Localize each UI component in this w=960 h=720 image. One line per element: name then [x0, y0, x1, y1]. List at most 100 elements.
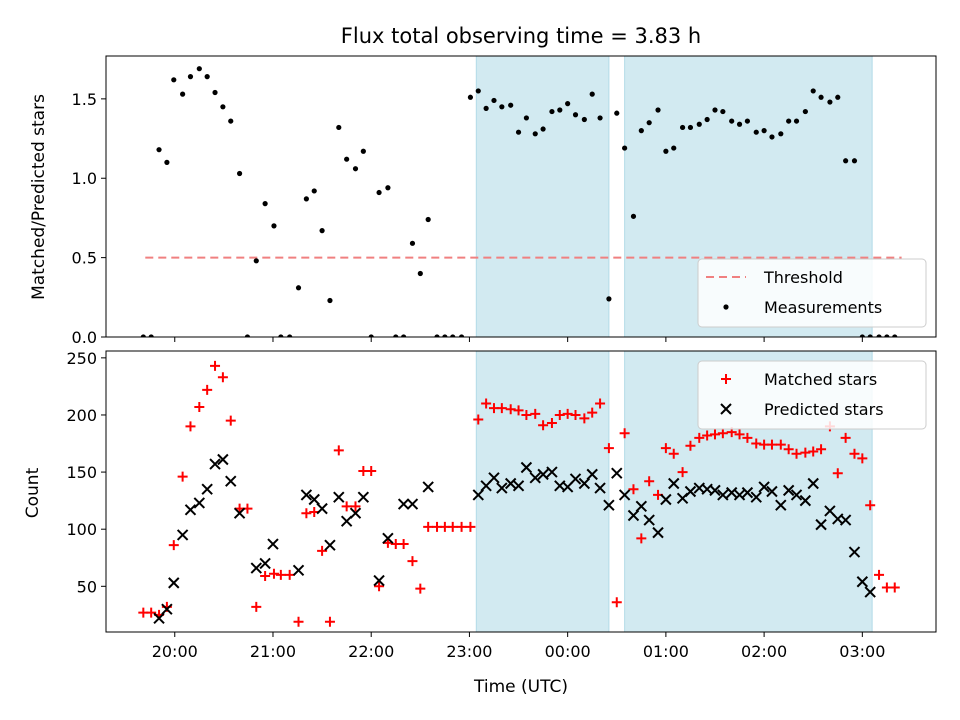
bottom-ylabel: Count	[23, 467, 43, 518]
legend-label: Threshold	[763, 268, 843, 287]
x-tick-label: 01:00	[643, 642, 689, 661]
measurement-point	[876, 334, 882, 337]
predicted-point	[807, 477, 819, 490]
predicted-point	[504, 477, 517, 490]
measurement-point	[352, 166, 359, 172]
x-tick-label: 00:00	[545, 642, 591, 661]
matched-point	[857, 453, 868, 464]
y-tick-label: 1.5	[72, 90, 97, 109]
legend-box	[697, 360, 927, 430]
measurement-point	[515, 129, 522, 135]
matched-point	[570, 409, 581, 420]
measurement-point	[401, 334, 407, 337]
measurement-point	[793, 118, 800, 124]
measurement-point	[614, 110, 620, 116]
predicted-point	[684, 485, 697, 498]
measurement-point	[778, 131, 784, 137]
measurement-point	[303, 196, 309, 202]
measurement-point	[244, 334, 251, 337]
matched-point	[865, 500, 876, 511]
matched-point	[146, 607, 157, 618]
matched-point	[889, 582, 900, 593]
predicted-point	[373, 574, 385, 587]
predicted-point	[267, 538, 279, 550]
measurement-point	[187, 74, 194, 80]
predicted-point	[848, 546, 861, 558]
legend-box	[697, 258, 927, 328]
measurement-point	[228, 118, 234, 124]
matched-point	[808, 446, 819, 457]
measurement-point	[376, 189, 382, 196]
measurement-point	[491, 97, 497, 104]
predicted-point	[725, 486, 738, 499]
predicted-point	[856, 576, 869, 588]
measurement-point	[148, 334, 154, 337]
legend-matched-swatch	[721, 374, 731, 384]
matched-point	[791, 448, 802, 459]
predicted-point	[488, 472, 500, 484]
predicted-point	[578, 477, 591, 490]
predicted-point	[184, 504, 197, 516]
y-tick-label: 100	[66, 520, 97, 539]
measurement-point	[156, 147, 162, 153]
matched-point	[333, 445, 344, 456]
predicted-point	[775, 499, 787, 511]
matched-point	[513, 405, 524, 416]
predicted-point	[472, 489, 484, 501]
predicted-point	[382, 532, 394, 545]
matched-point	[374, 581, 385, 592]
matched-point	[660, 443, 671, 454]
measurement-point	[262, 201, 268, 207]
predicted-point	[635, 500, 648, 513]
matched-point	[415, 583, 426, 594]
y-tick-label: 0.5	[72, 249, 97, 268]
predicted-point	[422, 481, 434, 493]
measurement-point	[336, 124, 342, 131]
measurement-point	[540, 126, 546, 132]
matched-point	[709, 429, 720, 440]
matched-point	[619, 428, 630, 439]
plot-area	[138, 360, 900, 627]
measurement-point	[360, 148, 366, 154]
matched-point	[260, 571, 271, 582]
measurement-point	[212, 89, 218, 96]
measurement-point	[385, 185, 391, 191]
measurement-point	[753, 129, 759, 135]
matched-point	[742, 432, 753, 443]
predicted-point	[618, 489, 631, 501]
measurement-point	[368, 334, 374, 337]
measurement-point	[483, 105, 489, 111]
measurement-point	[835, 94, 841, 100]
measurement-point	[295, 285, 302, 291]
matched-point	[398, 539, 409, 550]
predicted-point	[758, 481, 770, 493]
predicted-point	[496, 482, 508, 494]
measurement-point	[523, 115, 530, 121]
predicted-point	[529, 472, 541, 484]
predicted-point	[176, 529, 189, 541]
measurement-point	[729, 118, 735, 124]
measurement-point	[549, 108, 555, 115]
measurement-point	[843, 158, 849, 164]
measurement-point	[655, 107, 661, 113]
predicted-point	[750, 491, 762, 503]
measurement-point	[442, 334, 448, 337]
measurement-point	[450, 334, 456, 337]
matched-point	[644, 476, 655, 487]
predicted-point	[292, 564, 305, 577]
predicted-point	[741, 486, 754, 499]
legend: Threshold Measurements	[697, 258, 927, 328]
measurement-point	[287, 334, 293, 337]
predicted-point	[546, 466, 558, 478]
matched-point	[694, 432, 705, 443]
observing-span-0	[475, 55, 610, 338]
measurement-point	[810, 88, 816, 94]
measurement-point	[704, 116, 710, 123]
predicted-point	[569, 473, 582, 485]
ratio-panel: 0.0 0.5 1.0 1.5 Threshold Measurements	[72, 55, 937, 347]
predicted-point	[766, 485, 778, 498]
matched-point	[783, 444, 794, 455]
predicted-point	[520, 461, 533, 474]
predicted-point	[357, 491, 370, 503]
measurement-point	[720, 108, 726, 115]
